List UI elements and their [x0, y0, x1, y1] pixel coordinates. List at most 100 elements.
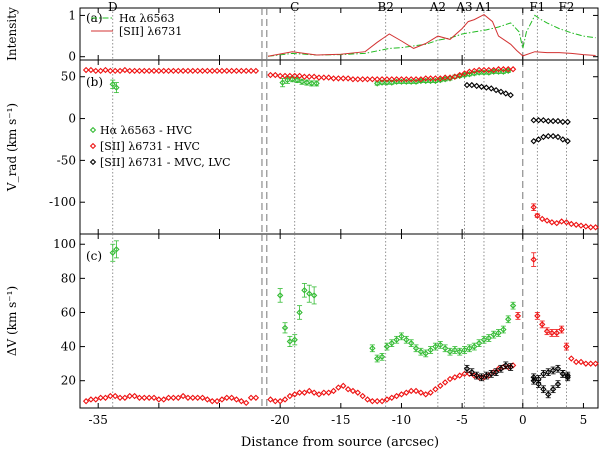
series-h-6563 [109, 240, 517, 363]
data-point [160, 67, 167, 75]
data-point [238, 397, 245, 405]
data-point [500, 68, 507, 75]
data-point [463, 81, 471, 89]
data-point [408, 339, 415, 347]
data-point [369, 345, 376, 352]
data-point [209, 67, 216, 75]
data-point [417, 389, 425, 396]
data-point [194, 394, 201, 401]
data-point [378, 76, 386, 83]
panel-b: -100 -50 0 50 (b) V_rad (km s⁻¹) Hα λ6563 - HV… [5, 59, 599, 235]
x-tick-label: -20 [270, 413, 289, 427]
data-point [209, 397, 216, 405]
data-point [82, 66, 90, 74]
data-point [441, 379, 449, 386]
data-point [359, 76, 366, 83]
data-point [131, 67, 138, 75]
data-point [315, 391, 323, 398]
data-point [204, 67, 211, 75]
data-point [374, 355, 381, 362]
data-point [549, 132, 557, 140]
data-point [112, 67, 119, 75]
data-point [109, 81, 116, 88]
panel-label: (b) [86, 75, 103, 89]
data-point [344, 75, 352, 82]
data-point [422, 391, 429, 398]
data-point [354, 389, 361, 396]
data-point [121, 66, 129, 74]
data-point [233, 396, 240, 403]
data-point [446, 375, 454, 383]
data-point [179, 392, 187, 400]
data-point [116, 394, 124, 401]
data-point [279, 79, 286, 86]
data-point [545, 117, 552, 125]
data-point [497, 88, 505, 95]
data-point [558, 218, 565, 225]
data-point [398, 391, 405, 398]
data-point [535, 380, 542, 388]
data-point [298, 78, 306, 85]
data-point [534, 312, 541, 320]
data-point [471, 343, 478, 350]
data-point [199, 394, 206, 401]
data-point [243, 67, 250, 75]
data-point [252, 394, 260, 401]
data-point [417, 348, 425, 355]
data-point [488, 370, 495, 378]
data-point [141, 67, 148, 75]
data-point [306, 73, 313, 80]
series--sii-6731-mvc-lvc [463, 361, 571, 399]
y-axis-label: ΔV (km s⁻¹) [5, 286, 19, 356]
data-point [116, 67, 124, 75]
data-point [408, 387, 415, 395]
data-point [131, 392, 138, 400]
data-point [408, 78, 415, 85]
data-point [218, 396, 226, 403]
x-tick-label: -15 [331, 413, 350, 427]
data-point [388, 394, 395, 401]
data-point [344, 386, 352, 393]
data-point [427, 346, 434, 354]
series--sii-6731-hvc [82, 66, 599, 231]
data-point [247, 67, 255, 75]
legend-label: Hα λ6563 - HVC [100, 124, 192, 137]
data-point [247, 394, 255, 401]
data-point [291, 391, 298, 398]
data-point [553, 329, 560, 337]
data-point [530, 117, 537, 124]
data-point [468, 81, 476, 89]
data-point [485, 334, 492, 342]
data-point [87, 66, 95, 74]
data-point [437, 341, 444, 349]
data-point [502, 90, 509, 97]
data-point [587, 224, 594, 231]
y-tick-label: 20 [61, 374, 76, 388]
data-point [478, 374, 485, 381]
data-point [490, 331, 497, 338]
data-point [427, 75, 434, 82]
data-point [291, 336, 298, 343]
data-point [218, 67, 226, 75]
data-point [530, 137, 537, 145]
data-point [354, 76, 361, 83]
data-point [417, 76, 425, 83]
data-point [478, 83, 485, 90]
data-point [495, 66, 502, 73]
data-point [497, 365, 505, 372]
data-point [267, 396, 274, 403]
data-point [441, 345, 449, 352]
data-point [199, 67, 206, 75]
data-point [451, 374, 459, 381]
data-point [475, 339, 483, 347]
data-point [500, 66, 507, 73]
x-axis: -35 -20 -15 -10 -5 0 5 [89, 413, 588, 427]
data-point [82, 397, 90, 405]
series--sii-6731 [82, 252, 599, 407]
data-point [535, 136, 542, 143]
data-point [540, 370, 547, 378]
data-point [310, 73, 318, 80]
data-point [582, 360, 590, 367]
data-point [456, 71, 463, 79]
data-point [296, 389, 303, 396]
